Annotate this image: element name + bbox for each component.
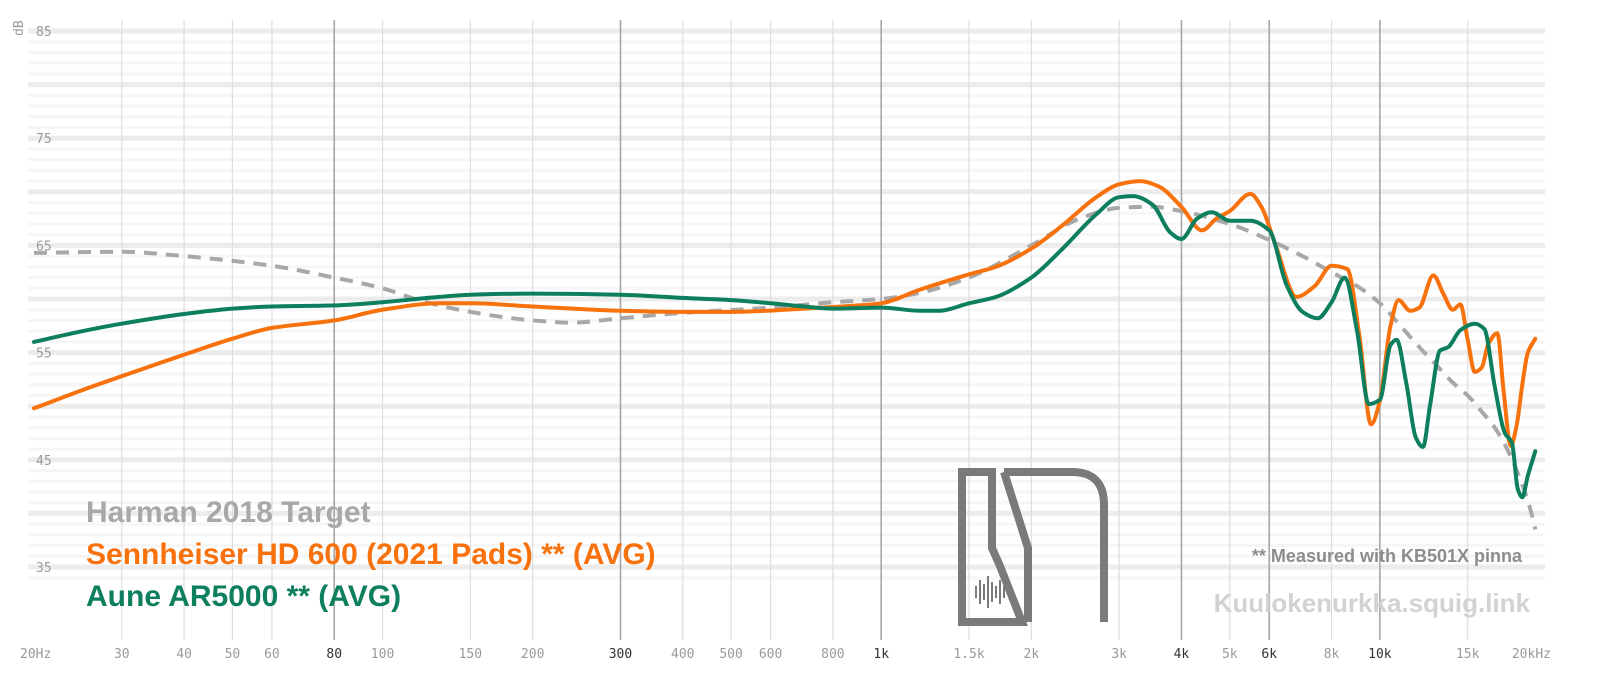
x-tick-label: 200	[521, 647, 544, 662]
y-tick-label: 35	[36, 561, 52, 576]
x-tick-label: 50	[225, 647, 241, 662]
y-tick-label: 65	[36, 239, 52, 254]
site-watermark: Kuulokenurkka.squig.link	[1213, 588, 1530, 618]
legend-item-hd600: Sennheiser HD 600 (2021 Pads) ** (AVG)	[86, 538, 656, 571]
x-tick-label: 10k	[1368, 647, 1392, 662]
legend-item-ar5000: Aune AR5000 ** (AVG)	[86, 580, 402, 613]
x-tick-label: 500	[719, 647, 742, 662]
kn-logo	[958, 468, 1108, 626]
ar5000-curve	[32, 194, 1538, 500]
x-tick-label: 80	[326, 647, 342, 662]
x-tick-label: 30	[114, 647, 130, 662]
x-tick-label: 800	[821, 647, 844, 662]
y-axis-label: dB	[12, 20, 27, 36]
x-tick-label: 4k	[1174, 647, 1190, 662]
x-tick-label: 6k	[1261, 647, 1277, 662]
y-tick-label: 45	[36, 454, 52, 469]
x-tick-label: 400	[671, 647, 694, 662]
x-tick-label: 20Hz	[20, 647, 51, 662]
x-tick-label: 600	[759, 647, 782, 662]
x-tick-label: 1.5k	[953, 647, 984, 662]
y-tick-label: 55	[36, 347, 52, 362]
y-tick-label: 85	[36, 25, 52, 40]
x-tick-label: 15k	[1456, 647, 1480, 662]
x-tick-label: 60	[264, 647, 280, 662]
y-tick-label: 75	[36, 132, 52, 147]
x-tick-label: 150	[459, 647, 482, 662]
legend-item-harman-target: Harman 2018 Target	[86, 496, 371, 529]
x-axis: 20Hz 30 40 50 60 80 100 150 200 300 400 500 600 800 1k…	[20, 647, 1551, 662]
x-tick-label: 300	[609, 647, 632, 662]
x-tick-label: 40	[176, 647, 192, 662]
hd600-curve	[32, 179, 1538, 448]
x-tick-label: 100	[371, 647, 394, 662]
x-tick-label: 3k	[1111, 647, 1127, 662]
x-tick-label: 8k	[1324, 647, 1340, 662]
curves	[32, 179, 1538, 530]
x-tick-label: 5k	[1222, 647, 1238, 662]
x-tick-label: 20kHz	[1512, 647, 1551, 662]
x-tick-label: 2k	[1024, 647, 1040, 662]
x-tick-label: 1k	[873, 647, 889, 662]
y-axis: 85 75 65 55 45 35	[36, 25, 52, 576]
chart-grid	[28, 20, 1545, 640]
measurement-note: ** Measured with KB501X pinna	[1251, 546, 1522, 566]
